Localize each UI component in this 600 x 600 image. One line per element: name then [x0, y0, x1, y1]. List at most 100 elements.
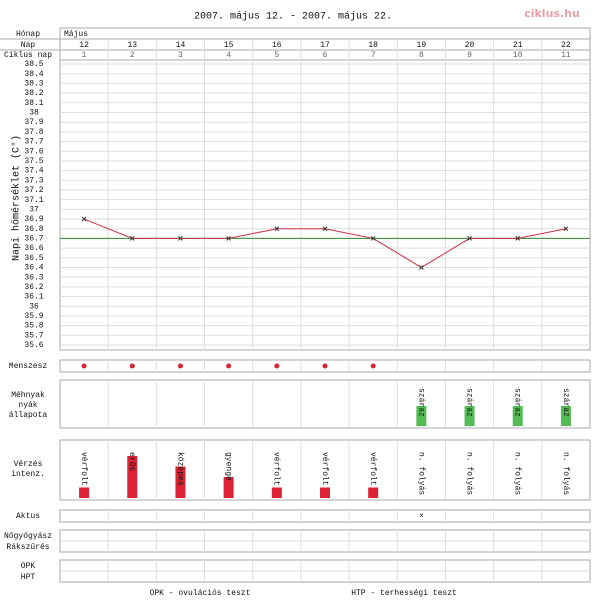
- cycle-day-label: 7: [371, 51, 376, 60]
- row-frame: [59, 439, 591, 501]
- row-label: Ciklus nap: [4, 51, 52, 60]
- y-tick-label: 37.3: [24, 176, 43, 185]
- chart-title: 2007. május 12. - 2007. május 22.: [194, 11, 392, 23]
- row-label: Hónap: [16, 30, 40, 39]
- y-tick-label: 37.9: [24, 118, 43, 127]
- cycle-day-label: 10: [513, 51, 523, 60]
- cycle-day-label: 4: [226, 51, 231, 60]
- y-tick-label: 37.1: [24, 196, 43, 205]
- cycle-day-label: 6: [323, 51, 328, 60]
- y-tick-label: 37: [29, 205, 39, 214]
- temperature-point: [226, 236, 231, 241]
- bleeding-label: vérfolt: [272, 452, 281, 486]
- y-tick-label: 38.5: [24, 60, 43, 69]
- cycle-day-label: 11: [561, 51, 571, 60]
- mucus-box: [560, 406, 571, 426]
- day-label: 13: [127, 41, 137, 50]
- y-tick-label: 36.4: [24, 264, 43, 273]
- y-tick-label: 38.1: [24, 99, 43, 108]
- row-label: OPK: [21, 562, 36, 571]
- y-tick-label: 36.6: [24, 244, 43, 253]
- month: Május: [64, 30, 88, 39]
- y-tick-label: 37.5: [24, 157, 43, 166]
- y-tick-label: 35.7: [24, 331, 43, 340]
- bleeding-label: közepes: [175, 452, 184, 486]
- cycle-day-label: 5: [274, 51, 279, 60]
- bleeding-label: n. folyás: [416, 452, 425, 495]
- bleeding-label: n. folyás: [561, 452, 570, 495]
- y-tick-label: 38: [29, 109, 39, 118]
- cycle-day-label: 3: [178, 51, 183, 60]
- temperature-point: [370, 236, 376, 241]
- mucus-label: száraz: [464, 388, 473, 417]
- row-label: Nőgyógyász: [4, 532, 52, 541]
- y-tick-label: 37.6: [24, 147, 43, 156]
- temperature-point: [81, 216, 87, 222]
- menses-dot: [274, 363, 280, 369]
- bleeding-label: vérfolt: [79, 452, 88, 486]
- mucus-label: száraz: [561, 388, 570, 417]
- temperature-point: [129, 236, 135, 241]
- y-tick-label: 36.5: [24, 254, 43, 263]
- row-label: intenz.: [11, 470, 45, 479]
- y-axis-title: Napi hőmérséklet (C°): [11, 135, 23, 261]
- y-tick-label: 36.9: [24, 215, 43, 224]
- temperature-point: [322, 226, 328, 232]
- day-label: 18: [368, 41, 378, 50]
- y-tick-label: 37.4: [24, 167, 43, 176]
- bleeding-bar: [175, 466, 186, 498]
- day-label: 15: [224, 41, 234, 50]
- day-label: 22: [561, 41, 571, 50]
- row-frame: [59, 379, 591, 429]
- mucus-box: [416, 406, 427, 426]
- day-label: 20: [465, 41, 475, 50]
- bleeding-label: gyenge: [224, 452, 233, 481]
- footer-note: HTP - terhességi teszt: [351, 589, 457, 598]
- row-label: Vérzés: [14, 460, 43, 469]
- menses-dot: [226, 363, 232, 369]
- menses-dot: [129, 363, 135, 369]
- bleeding-label: n. folyás: [513, 452, 522, 495]
- row-label: Aktus: [16, 512, 40, 521]
- row-label: Menszesz: [9, 362, 48, 371]
- y-tick-label: 37.7: [24, 138, 43, 147]
- y-tick-label: 38.4: [24, 70, 43, 79]
- y-tick-label: 36.1: [24, 293, 43, 302]
- row-label: HPT: [21, 573, 36, 582]
- day-label: 12: [79, 41, 89, 50]
- y-tick-label: 38.2: [24, 89, 43, 98]
- y-tick-label: 37.8: [24, 128, 43, 137]
- day-label: 21: [513, 41, 523, 50]
- row-frame: [59, 359, 591, 373]
- bleeding-bar: [127, 456, 138, 498]
- day-label: 17: [320, 41, 330, 50]
- mucus-label: száraz: [416, 388, 425, 417]
- menses-dot: [177, 363, 183, 369]
- bleeding-label: vérfolt: [320, 452, 329, 486]
- day-label: 19: [417, 41, 427, 50]
- logo: ciklus.hu: [524, 7, 580, 20]
- row-label: Rákszűrés: [6, 543, 49, 552]
- y-tick-label: 35.8: [24, 322, 43, 331]
- cycle-day-label: 1: [82, 51, 87, 60]
- y-tick-label: 36.2: [24, 283, 43, 292]
- temperature-point: [515, 236, 521, 241]
- row-label: nyák: [18, 401, 37, 410]
- y-tick-label: 36.7: [24, 235, 43, 244]
- y-tick-label: 36: [29, 302, 39, 311]
- footer-note: OPK - ovulációs teszt: [150, 589, 251, 598]
- y-tick-label: 38.3: [24, 79, 43, 88]
- row-frame: [59, 59, 591, 351]
- bleeding-bar: [79, 487, 90, 498]
- temperature-point: [178, 236, 183, 241]
- y-tick-label: 36.8: [24, 225, 43, 234]
- cycle-day-label: 8: [419, 51, 424, 60]
- mucus-box: [512, 406, 523, 426]
- temperature-point: [419, 265, 424, 270]
- row-label: Nap: [21, 41, 36, 50]
- y-tick-label: 36.3: [24, 273, 43, 282]
- temperature-point: [467, 236, 472, 241]
- day-label: 14: [176, 41, 186, 50]
- mucus-box: [464, 406, 475, 426]
